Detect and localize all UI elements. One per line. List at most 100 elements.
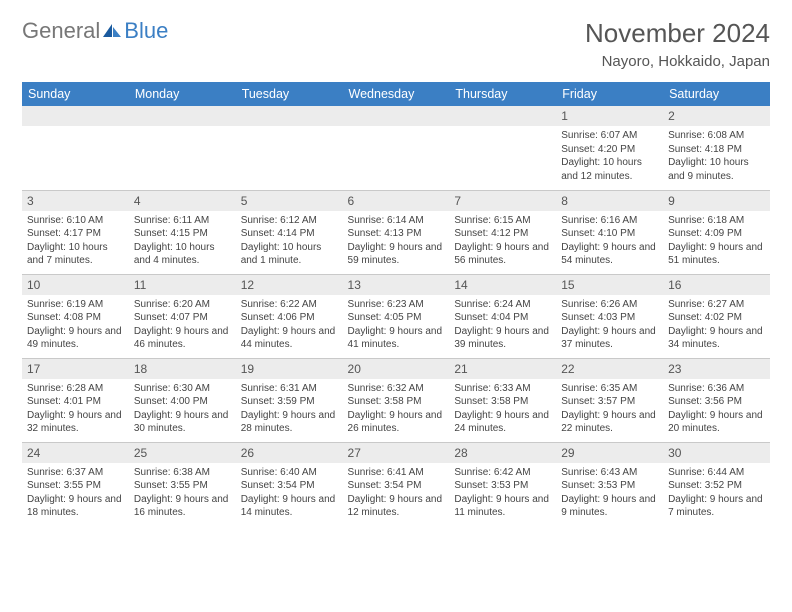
day-number: 25 <box>129 443 236 463</box>
location: Nayoro, Hokkaido, Japan <box>585 53 770 70</box>
calendar-cell: 29Sunrise: 6:43 AMSunset: 3:53 PMDayligh… <box>556 442 663 526</box>
day-number: 24 <box>22 443 129 463</box>
day-details: Sunrise: 6:38 AMSunset: 3:55 PMDaylight:… <box>129 463 236 523</box>
calendar-cell: 17Sunrise: 6:28 AMSunset: 4:01 PMDayligh… <box>22 358 129 442</box>
day-number: 6 <box>343 191 450 211</box>
calendar-cell: 2Sunrise: 6:08 AMSunset: 4:18 PMDaylight… <box>663 106 770 190</box>
day-details: Sunrise: 6:26 AMSunset: 4:03 PMDaylight:… <box>556 295 663 355</box>
page-title: November 2024 <box>585 18 770 49</box>
calendar-cell <box>22 106 129 190</box>
calendar-cell: 5Sunrise: 6:12 AMSunset: 4:14 PMDaylight… <box>236 190 343 274</box>
day-details: Sunrise: 6:08 AMSunset: 4:18 PMDaylight:… <box>663 126 770 186</box>
weekday-saturday: Saturday <box>663 82 770 106</box>
day-number: 1 <box>556 106 663 126</box>
day-number: 27 <box>343 443 450 463</box>
day-number <box>129 106 236 126</box>
logo-word2: Blue <box>124 18 168 44</box>
calendar-cell: 4Sunrise: 6:11 AMSunset: 4:15 PMDaylight… <box>129 190 236 274</box>
day-number: 14 <box>449 275 556 295</box>
day-number: 12 <box>236 275 343 295</box>
day-number: 4 <box>129 191 236 211</box>
day-details: Sunrise: 6:27 AMSunset: 4:02 PMDaylight:… <box>663 295 770 355</box>
day-number: 30 <box>663 443 770 463</box>
calendar-cell <box>129 106 236 190</box>
day-number: 21 <box>449 359 556 379</box>
title-block: November 2024 Nayoro, Hokkaido, Japan <box>585 18 770 70</box>
day-details: Sunrise: 6:28 AMSunset: 4:01 PMDaylight:… <box>22 379 129 439</box>
day-details: Sunrise: 6:41 AMSunset: 3:54 PMDaylight:… <box>343 463 450 523</box>
calendar-cell: 30Sunrise: 6:44 AMSunset: 3:52 PMDayligh… <box>663 442 770 526</box>
day-number <box>22 106 129 126</box>
calendar-cell: 24Sunrise: 6:37 AMSunset: 3:55 PMDayligh… <box>22 442 129 526</box>
day-details: Sunrise: 6:19 AMSunset: 4:08 PMDaylight:… <box>22 295 129 355</box>
weekday-monday: Monday <box>129 82 236 106</box>
day-details: Sunrise: 6:33 AMSunset: 3:58 PMDaylight:… <box>449 379 556 439</box>
day-details: Sunrise: 6:14 AMSunset: 4:13 PMDaylight:… <box>343 211 450 271</box>
calendar-cell: 10Sunrise: 6:19 AMSunset: 4:08 PMDayligh… <box>22 274 129 358</box>
day-details: Sunrise: 6:23 AMSunset: 4:05 PMDaylight:… <box>343 295 450 355</box>
day-number: 19 <box>236 359 343 379</box>
day-number: 7 <box>449 191 556 211</box>
day-number: 26 <box>236 443 343 463</box>
calendar-cell: 13Sunrise: 6:23 AMSunset: 4:05 PMDayligh… <box>343 274 450 358</box>
day-details: Sunrise: 6:07 AMSunset: 4:20 PMDaylight:… <box>556 126 663 186</box>
calendar-cell: 25Sunrise: 6:38 AMSunset: 3:55 PMDayligh… <box>129 442 236 526</box>
day-number: 29 <box>556 443 663 463</box>
calendar-cell: 28Sunrise: 6:42 AMSunset: 3:53 PMDayligh… <box>449 442 556 526</box>
day-number: 8 <box>556 191 663 211</box>
day-details: Sunrise: 6:43 AMSunset: 3:53 PMDaylight:… <box>556 463 663 523</box>
day-details: Sunrise: 6:22 AMSunset: 4:06 PMDaylight:… <box>236 295 343 355</box>
calendar-cell: 11Sunrise: 6:20 AMSunset: 4:07 PMDayligh… <box>129 274 236 358</box>
weekday-thursday: Thursday <box>449 82 556 106</box>
day-details: Sunrise: 6:37 AMSunset: 3:55 PMDaylight:… <box>22 463 129 523</box>
day-details: Sunrise: 6:15 AMSunset: 4:12 PMDaylight:… <box>449 211 556 271</box>
day-details: Sunrise: 6:44 AMSunset: 3:52 PMDaylight:… <box>663 463 770 523</box>
calendar-cell: 7Sunrise: 6:15 AMSunset: 4:12 PMDaylight… <box>449 190 556 274</box>
day-details: Sunrise: 6:30 AMSunset: 4:00 PMDaylight:… <box>129 379 236 439</box>
day-details: Sunrise: 6:24 AMSunset: 4:04 PMDaylight:… <box>449 295 556 355</box>
day-number: 10 <box>22 275 129 295</box>
calendar-cell: 9Sunrise: 6:18 AMSunset: 4:09 PMDaylight… <box>663 190 770 274</box>
day-number: 3 <box>22 191 129 211</box>
calendar-row: 10Sunrise: 6:19 AMSunset: 4:08 PMDayligh… <box>22 274 770 358</box>
calendar-cell <box>236 106 343 190</box>
sail-icon <box>103 24 121 38</box>
day-number: 5 <box>236 191 343 211</box>
weekday-tuesday: Tuesday <box>236 82 343 106</box>
day-number: 17 <box>22 359 129 379</box>
day-details: Sunrise: 6:10 AMSunset: 4:17 PMDaylight:… <box>22 211 129 271</box>
calendar-cell: 27Sunrise: 6:41 AMSunset: 3:54 PMDayligh… <box>343 442 450 526</box>
day-number: 11 <box>129 275 236 295</box>
calendar-cell: 6Sunrise: 6:14 AMSunset: 4:13 PMDaylight… <box>343 190 450 274</box>
day-details: Sunrise: 6:20 AMSunset: 4:07 PMDaylight:… <box>129 295 236 355</box>
calendar-cell: 16Sunrise: 6:27 AMSunset: 4:02 PMDayligh… <box>663 274 770 358</box>
calendar-row: 24Sunrise: 6:37 AMSunset: 3:55 PMDayligh… <box>22 442 770 526</box>
day-number <box>449 106 556 126</box>
weekday-wednesday: Wednesday <box>343 82 450 106</box>
calendar-cell: 3Sunrise: 6:10 AMSunset: 4:17 PMDaylight… <box>22 190 129 274</box>
day-number: 9 <box>663 191 770 211</box>
calendar-cell <box>343 106 450 190</box>
day-details: Sunrise: 6:16 AMSunset: 4:10 PMDaylight:… <box>556 211 663 271</box>
day-details: Sunrise: 6:11 AMSunset: 4:15 PMDaylight:… <box>129 211 236 271</box>
header: General Blue November 2024 Nayoro, Hokka… <box>22 18 770 70</box>
calendar-cell: 1Sunrise: 6:07 AMSunset: 4:20 PMDaylight… <box>556 106 663 190</box>
calendar-cell: 21Sunrise: 6:33 AMSunset: 3:58 PMDayligh… <box>449 358 556 442</box>
calendar-cell: 15Sunrise: 6:26 AMSunset: 4:03 PMDayligh… <box>556 274 663 358</box>
calendar-cell: 22Sunrise: 6:35 AMSunset: 3:57 PMDayligh… <box>556 358 663 442</box>
day-number: 22 <box>556 359 663 379</box>
calendar-cell: 20Sunrise: 6:32 AMSunset: 3:58 PMDayligh… <box>343 358 450 442</box>
day-details: Sunrise: 6:18 AMSunset: 4:09 PMDaylight:… <box>663 211 770 271</box>
day-details: Sunrise: 6:36 AMSunset: 3:56 PMDaylight:… <box>663 379 770 439</box>
day-details: Sunrise: 6:40 AMSunset: 3:54 PMDaylight:… <box>236 463 343 523</box>
weekday-header: Sunday Monday Tuesday Wednesday Thursday… <box>22 82 770 106</box>
logo: General Blue <box>22 18 168 44</box>
weekday-sunday: Sunday <box>22 82 129 106</box>
calendar-cell <box>449 106 556 190</box>
calendar-row: 3Sunrise: 6:10 AMSunset: 4:17 PMDaylight… <box>22 190 770 274</box>
day-number <box>236 106 343 126</box>
calendar-cell: 26Sunrise: 6:40 AMSunset: 3:54 PMDayligh… <box>236 442 343 526</box>
day-details: Sunrise: 6:35 AMSunset: 3:57 PMDaylight:… <box>556 379 663 439</box>
day-details: Sunrise: 6:32 AMSunset: 3:58 PMDaylight:… <box>343 379 450 439</box>
calendar-row: 1Sunrise: 6:07 AMSunset: 4:20 PMDaylight… <box>22 106 770 190</box>
